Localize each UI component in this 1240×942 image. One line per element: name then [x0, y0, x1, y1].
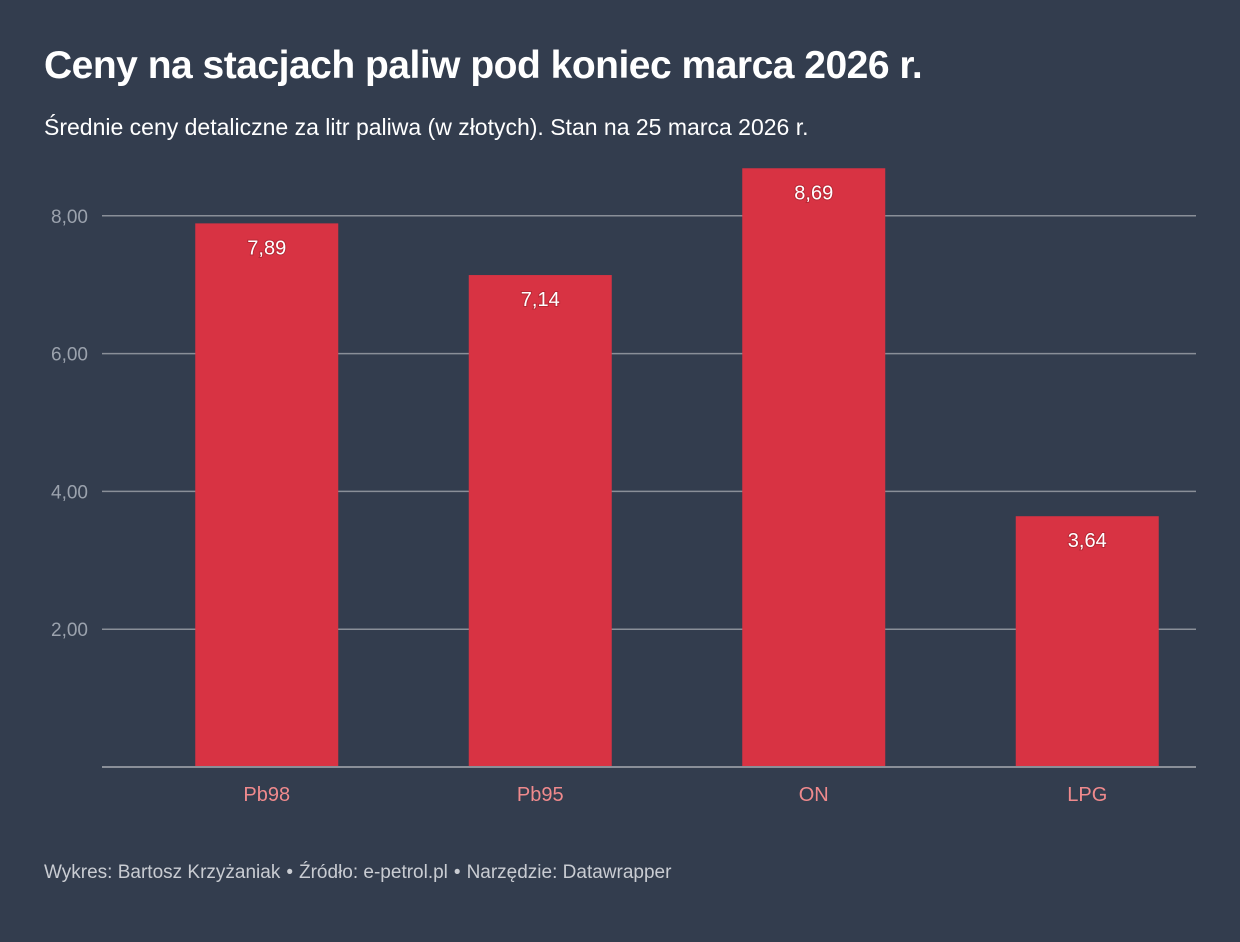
bar-on — [742, 168, 886, 767]
footer-separator: • — [286, 862, 293, 883]
bar-pb98 — [195, 223, 339, 767]
x-tick-label: Pb98 — [243, 784, 290, 806]
chart-subtitle: Średnie ceny detaliczne za litr paliwa (… — [44, 114, 809, 140]
y-tick-label: 6,00 — [51, 345, 88, 366]
chart-footer: Wykres: Bartosz Krzyżaniak • Źródło: e-pet… — [44, 862, 671, 884]
data-label: 7,89 — [247, 237, 286, 259]
x-tick-label: Pb95 — [517, 784, 564, 806]
labels: 2,00 4,00 6,00 8,00 7,89 Pb98 7,14 Pb95 8,69 ON 3,… — [51, 181, 1108, 806]
y-tick-label: 4,00 — [51, 482, 88, 503]
footer-source: Źródło: e-petrol.pl — [299, 862, 448, 883]
data-label: 8,69 — [794, 182, 833, 204]
footer-tool: Narzędzie: Datawrapper — [466, 862, 672, 883]
y-tick-label: 2,00 — [51, 620, 88, 641]
x-tick-label: ON — [799, 784, 829, 806]
data-label: 3,64 — [1068, 530, 1107, 552]
y-tick-label: 8,00 — [51, 207, 88, 228]
bar-lpg — [1015, 516, 1159, 767]
chart-title: Ceny na stacjach paliw pod koniec marca … — [44, 44, 923, 87]
footer-author: Wykres: Bartosz Krzyżaniak — [44, 862, 281, 883]
data-label: 7,14 — [521, 289, 560, 311]
bars — [195, 168, 1159, 767]
footer-separator: • — [453, 862, 461, 883]
bar-pb95 — [468, 275, 612, 767]
x-tick-label: LPG — [1067, 784, 1107, 806]
